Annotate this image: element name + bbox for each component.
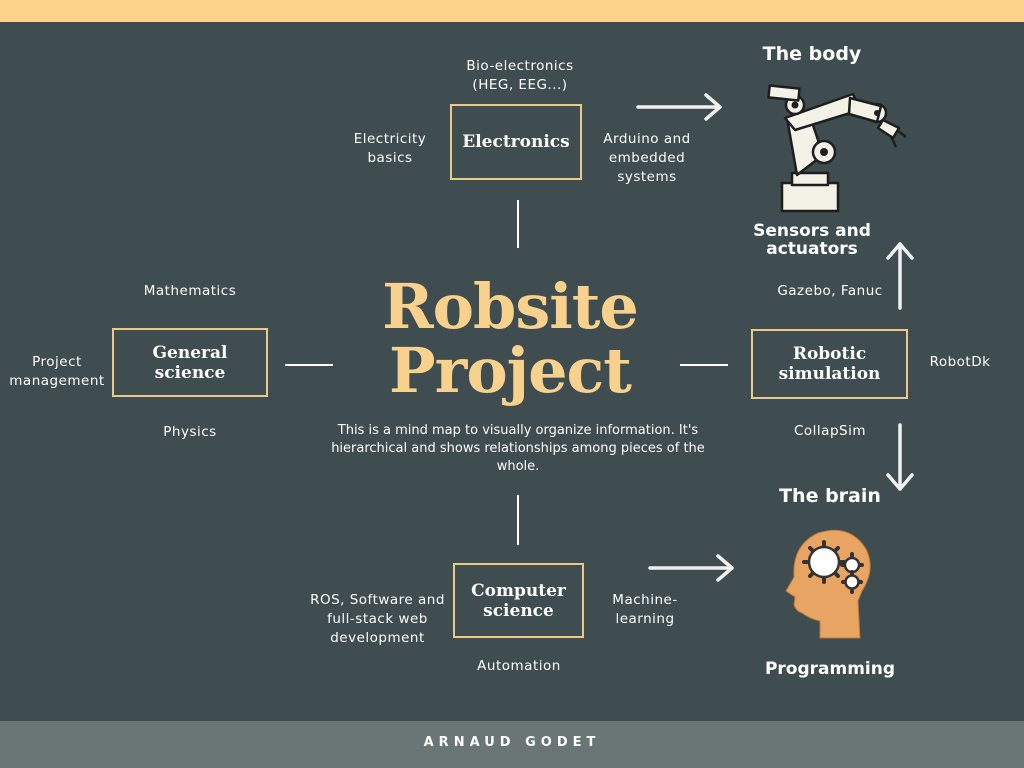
brain-caption: Programming	[764, 659, 896, 679]
top-accent-bar	[0, 0, 1024, 22]
robotic-simulation-top-label: Gazebo, Fanuc	[777, 283, 883, 299]
robot-arm-icon	[767, 84, 907, 213]
general-science-node[interactable]: General science	[112, 328, 268, 397]
general-science-bottom-label: Physics	[163, 424, 217, 440]
robotic-simulation-right-label: RobotDk	[929, 354, 991, 370]
computer-science-node[interactable]: Computer science	[453, 563, 584, 638]
general-science-top-label: Mathematics	[143, 283, 237, 299]
computer-science-bottom-label: Automation	[477, 658, 561, 674]
page-title: Robsite Project	[382, 270, 639, 407]
brain-heading: The brain	[779, 485, 881, 507]
connector-robotic-simulation	[680, 364, 728, 366]
electronics-top-label: Bio-electronics (HEG, EEG...)	[466, 58, 574, 93]
arrow-right-to-brain	[648, 554, 734, 582]
footer-bar: ARNAUD GODET	[0, 721, 1024, 768]
connector-computer-science	[517, 495, 519, 545]
body-caption: Sensors and actuators	[753, 221, 871, 259]
electronics-right-label: Arduino and embedded systems	[603, 131, 691, 185]
robotic-simulation-bottom-label: CollapSim	[794, 423, 866, 439]
footer-author: ARNAUD GODET	[423, 735, 601, 750]
mind-map-description: This is a mind map to visually organize …	[331, 423, 705, 474]
arrow-down-to-brain	[886, 423, 914, 491]
connector-general-science	[285, 364, 333, 366]
brain-gears-icon	[785, 529, 871, 639]
general-science-left-label: Project management	[9, 354, 105, 389]
electronics-left-label: Electricity basics	[353, 131, 427, 166]
electronics-node[interactable]: Electronics	[450, 104, 582, 180]
connector-electronics	[517, 200, 519, 248]
body-heading: The body	[762, 43, 862, 65]
arrow-up-to-sensors	[886, 242, 914, 310]
computer-science-right-label: Machine- learning	[612, 592, 678, 627]
computer-science-left-label: ROS, Software and full-stack web develop…	[310, 592, 445, 646]
arrow-right-to-body	[636, 93, 722, 121]
robotic-simulation-node[interactable]: Robotic simulation	[751, 329, 908, 399]
